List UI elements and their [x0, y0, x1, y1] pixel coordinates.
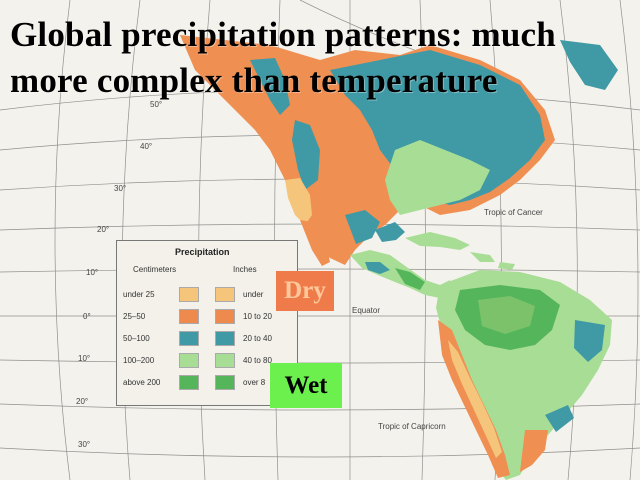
lat-label-0: 0° [83, 312, 91, 321]
na-dry-southwest [285, 178, 312, 225]
legend-row: above 200 over 8 [117, 375, 299, 393]
dry-tag: Dry [276, 271, 334, 311]
cuba [405, 232, 470, 250]
legend-swatch-in [215, 375, 235, 390]
legend-row-in: under [243, 290, 264, 299]
legend-row-cm: under 25 [123, 290, 155, 299]
na-mountain [292, 120, 320, 190]
legend-swatch-cm [179, 353, 199, 368]
lat-label-10n: 10° [86, 268, 99, 277]
legend-title: Precipitation [175, 247, 230, 257]
wet-tag: Wet [270, 363, 342, 408]
slide-title: Global precipitation patterns: much more… [10, 15, 556, 100]
legend-col-centimeters: Centimeters [133, 265, 177, 274]
legend-row: 25–50 10 to 20 [117, 309, 299, 327]
legend-row-in: 40 to 80 [243, 356, 272, 365]
ca-moist [365, 262, 390, 274]
lat-label-20n: 20° [97, 225, 110, 234]
na-east-wet [385, 140, 490, 215]
greenland-edge [560, 40, 618, 90]
legend-swatch-cm [179, 309, 199, 324]
legend-col-inches: Inches [233, 265, 257, 274]
legend-row-cm: above 200 [123, 378, 161, 387]
legend-row: under 25 under [117, 287, 299, 305]
na-central-moist [345, 210, 380, 244]
lat-label-30n: 30° [114, 184, 127, 193]
lat-label-50n: 50° [150, 100, 163, 109]
legend-swatch-cm [179, 287, 199, 302]
legend-row: 100–200 40 to 80 [117, 353, 299, 371]
na-west-coast [250, 58, 290, 115]
north-america [180, 35, 555, 266]
legend-row-in: 10 to 20 [243, 312, 272, 321]
central-america [350, 250, 515, 298]
legend-swatch-cm [179, 331, 199, 346]
legend-row-in: 20 to 40 [243, 334, 272, 343]
caribbean-islands [470, 252, 515, 270]
legend-swatch-in [215, 287, 235, 302]
lat-label-40n: 40° [140, 142, 153, 151]
baja [300, 220, 330, 266]
legend-row-cm: 25–50 [123, 312, 146, 321]
legend-row: 50–100 20 to 40 [117, 331, 299, 349]
sa-patagonia-dry [520, 430, 548, 472]
sa-south-moist [545, 405, 574, 432]
tropic-of-cancer-label: Tropic of Cancer [484, 208, 543, 217]
tropic-of-capricorn-label: Tropic of Capricorn [378, 422, 446, 431]
legend-swatch-in [215, 309, 235, 324]
equator-label: Equator [352, 306, 381, 315]
legend-row-in: over 8 [243, 378, 266, 387]
lat-label-30s: 30° [78, 440, 91, 449]
na-east-moist [330, 50, 545, 205]
legend-swatch-in [215, 353, 235, 368]
sa-amazon-core [478, 296, 535, 334]
legend-swatch-in [215, 331, 235, 346]
gulf-coast [375, 222, 405, 242]
legend-row-cm: 50–100 [123, 334, 150, 343]
lat-label-20s: 20° [76, 397, 89, 406]
legend-swatch-cm [179, 375, 199, 390]
ca-wet [395, 268, 425, 290]
south-america [436, 270, 612, 480]
sa-desert [448, 340, 502, 458]
sa-northeast-moist [574, 320, 605, 362]
precipitation-legend: Precipitation Centimeters Inches under 2… [116, 240, 298, 406]
lat-label-10s: 10° [78, 354, 91, 363]
legend-row-cm: 100–200 [123, 356, 155, 365]
